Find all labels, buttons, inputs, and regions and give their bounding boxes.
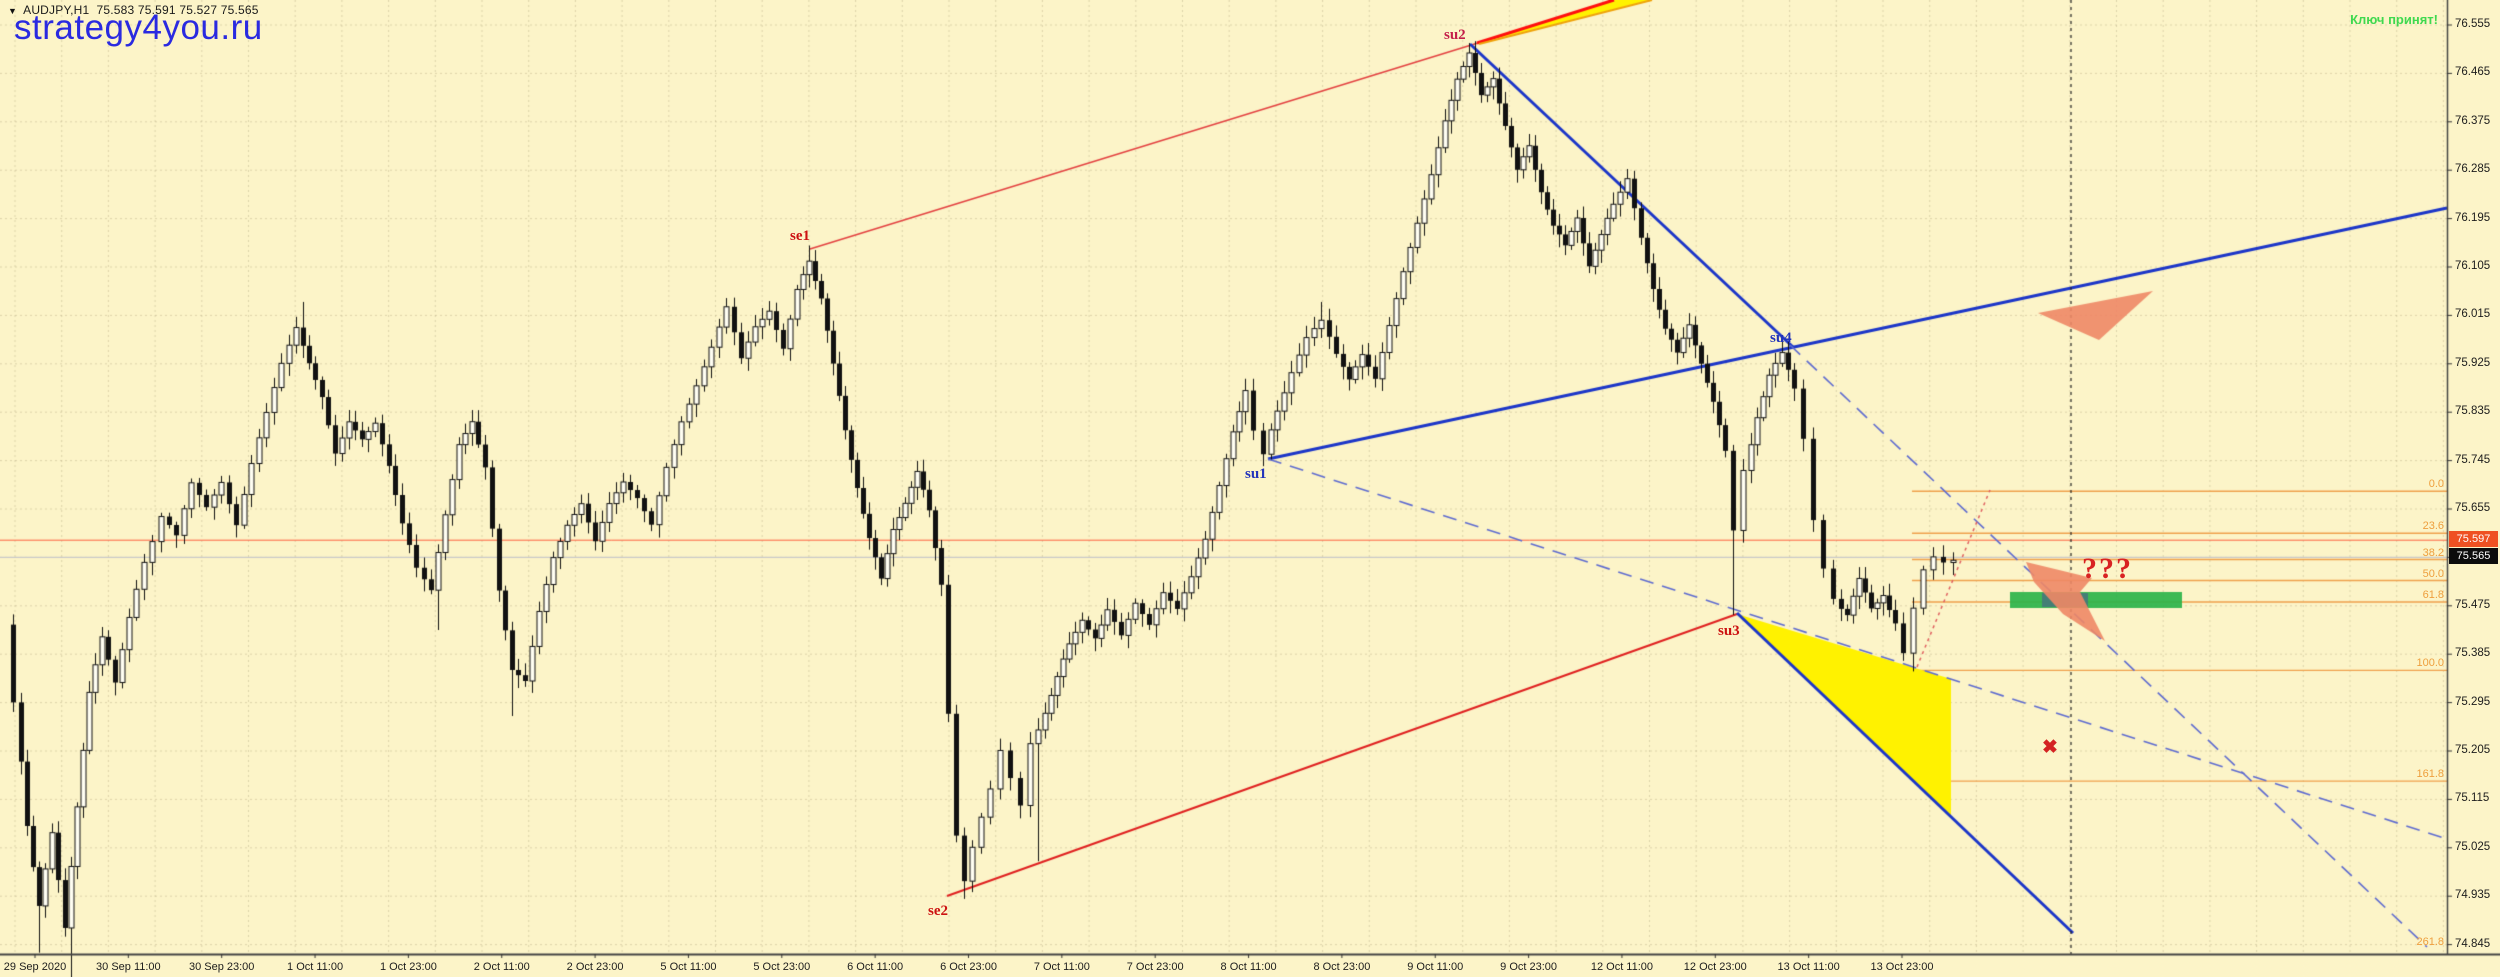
trend-point-label-se1[interactable]: se1 <box>790 228 810 244</box>
trend-point-label-su4[interactable]: su4 <box>1770 330 1792 346</box>
time-tick-label: 9 Oct 23:00 <box>1500 961 1558 973</box>
time-tick-label: 5 Oct 23:00 <box>753 961 811 973</box>
trend-point-label-su3[interactable]: su3 <box>1718 623 1740 639</box>
fib-level-label: 161.8 <box>2416 768 2444 781</box>
time-tick-label: 8 Oct 11:00 <box>1220 961 1277 973</box>
time-tick-label: 13 Oct 11:00 <box>1777 961 1840 973</box>
time-tick-label: 12 Oct 11:00 <box>1590 961 1654 973</box>
price-tick-label: 75.655 <box>2455 502 2491 514</box>
price-tick-label: 76.195 <box>2455 211 2491 224</box>
price-tick-label: 76.285 <box>2455 163 2491 176</box>
price-tick-label: 75.475 <box>2455 598 2491 611</box>
bid-price-tag: 75.565 <box>2449 548 2498 564</box>
time-tick-label: 30 Sep 23:00 <box>188 961 255 973</box>
price-tick-label: 75.205 <box>2455 744 2491 756</box>
fib-level-label: 50.0 <box>2422 567 2444 580</box>
price-tick-label: 75.925 <box>2455 356 2491 369</box>
price-tick-label: 75.745 <box>2455 453 2491 466</box>
time-tick-label: 5 Oct 11:00 <box>660 961 717 973</box>
symbol-title: AUDJPY,H1 <box>23 3 90 17</box>
price-tick-label: 76.015 <box>2455 308 2491 321</box>
time-tick-label: 13 Oct 23:00 <box>1870 961 1934 973</box>
fib-level-label: 38.2 <box>2422 546 2444 559</box>
fib-level-label: 23.6 <box>2422 520 2444 533</box>
time-tick-label: 30 Sep 11:00 <box>96 961 161 973</box>
key-accepted-note: Ключ принят! <box>2350 12 2438 27</box>
price-pointer-icon: ▼ <box>8 6 18 16</box>
time-tick-label: 12 Oct 23:00 <box>1683 961 1747 973</box>
price-tick-label: 75.385 <box>2455 647 2491 660</box>
time-tick-label: 8 Oct 23:00 <box>1313 961 1371 973</box>
price-tick-label: 76.555 <box>2455 18 2491 30</box>
price-tick-label: 76.465 <box>2455 66 2491 79</box>
time-tick-label: 29 Sep 2020 <box>3 961 67 973</box>
trend-point-label-su1[interactable]: su1 <box>1245 466 1267 482</box>
price-tick-label: 74.845 <box>2455 937 2491 950</box>
cross-annotation: ✖ <box>2042 737 2058 758</box>
fib-level-label: 61.8 <box>2422 589 2444 602</box>
quote-ohlc: 75.583 75.591 75.527 75.565 <box>96 3 259 17</box>
time-tick-label: 1 Oct 11:00 <box>287 961 344 973</box>
price-tick-label: 74.935 <box>2455 889 2491 902</box>
trend-point-label-se2[interactable]: se2 <box>928 903 948 919</box>
symbol-header: ▼ AUDJPY,H1 75.583 75.591 75.527 75.565 <box>8 3 259 17</box>
time-tick-label: 7 Oct 23:00 <box>1126 961 1184 973</box>
price-tick-label: 75.835 <box>2455 405 2491 418</box>
price-tick-label: 76.375 <box>2455 114 2491 127</box>
time-tick-label: 7 Oct 11:00 <box>1033 961 1090 973</box>
time-tick-label: 9 Oct 11:00 <box>1407 961 1464 973</box>
time-tick-label: 2 Oct 11:00 <box>473 961 530 973</box>
time-tick-label: 2 Oct 23:00 <box>566 961 624 973</box>
watermark: strategy4you.ru <box>14 8 263 47</box>
fib-level-label: 0.0 <box>2428 478 2444 491</box>
price-tick-label: 75.295 <box>2455 695 2491 708</box>
question-annotation: ??? <box>2082 552 2133 585</box>
price-tick-label: 76.105 <box>2455 260 2491 272</box>
time-tick-label: 6 Oct 23:00 <box>940 961 997 973</box>
time-tick-label: 1 Oct 23:00 <box>379 961 437 973</box>
trend-point-label-su2[interactable]: su2 <box>1444 27 1466 43</box>
ask-price-tag: 75.597 <box>2449 531 2498 547</box>
price-tick-label: 75.115 <box>2455 792 2490 805</box>
fib-level-label: 261.8 <box>2416 936 2444 948</box>
time-tick-label: 6 Oct 11:00 <box>847 961 904 973</box>
fib-level-label: 100.0 <box>2416 657 2444 670</box>
price-tick-label: 75.025 <box>2455 840 2491 853</box>
